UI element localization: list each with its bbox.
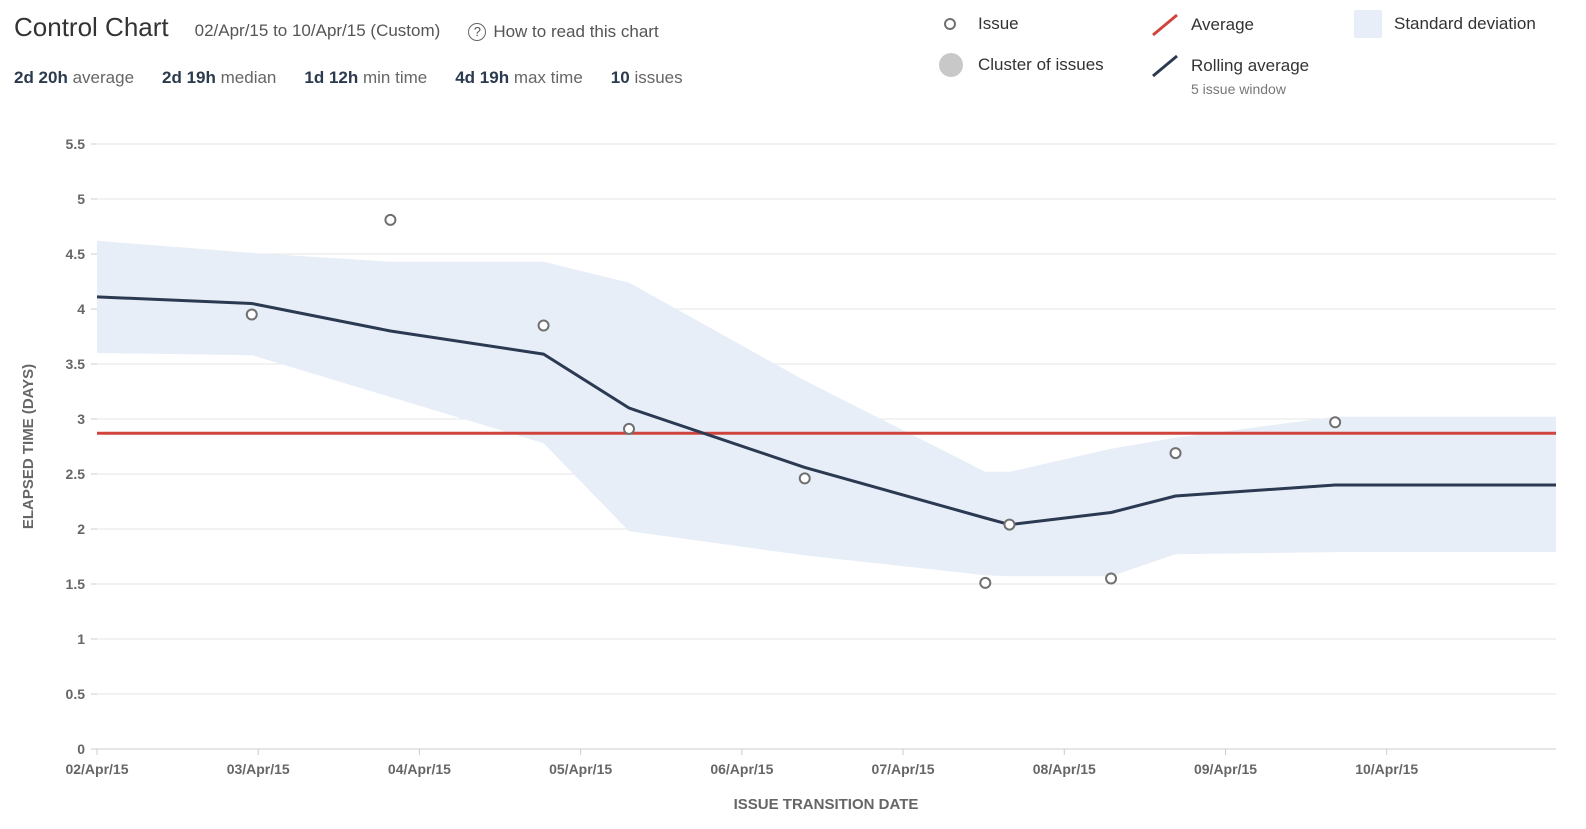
issue-point[interactable] bbox=[979, 576, 992, 589]
y-tick-label: 5 bbox=[77, 191, 85, 207]
rolling-average-line-icon bbox=[1152, 54, 1178, 78]
y-tick-label: 1 bbox=[77, 631, 85, 647]
issue-marker-icon bbox=[944, 18, 956, 30]
stat-min-time: 1d 12h min time bbox=[304, 68, 428, 87]
x-tick-label: 07/Apr/15 bbox=[872, 761, 935, 777]
stat-max-time: 4d 19h max time bbox=[455, 68, 583, 87]
legend-issue[interactable]: Issue bbox=[942, 14, 1019, 34]
standard-deviation-band bbox=[97, 240, 1556, 577]
question-circle-icon: ? bbox=[468, 23, 487, 41]
x-tick-label: 10/Apr/15 bbox=[1355, 761, 1418, 777]
stddev-swatch-icon bbox=[1354, 10, 1382, 38]
x-tick-label: 04/Apr/15 bbox=[388, 761, 451, 777]
help-link[interactable]: ? How to read this chart bbox=[468, 22, 659, 42]
legend-rolling-window: 5 issue window bbox=[1191, 81, 1286, 97]
y-tick-label: 3 bbox=[77, 411, 85, 427]
issue-point[interactable] bbox=[1169, 447, 1182, 460]
y-tick-label: 1.5 bbox=[66, 576, 86, 592]
x-tick-label: 05/Apr/15 bbox=[549, 761, 612, 777]
y-tick-label: 5.5 bbox=[66, 136, 86, 152]
x-tick-label: 06/Apr/15 bbox=[710, 761, 773, 777]
control-chart: 0 0.5 1 1.5 2 2.5 3 3.5 4 4.5 5 5.5 02/Apr/15 03/Apr/… bbox=[20, 136, 1556, 813]
y-tick-label: 4 bbox=[77, 301, 85, 317]
y-tick-label: 4.5 bbox=[66, 246, 86, 262]
legend-standard-deviation[interactable]: Standard deviation bbox=[1354, 10, 1536, 38]
date-range[interactable]: 02/Apr/15 to 10/Apr/15 (Custom) bbox=[194, 21, 441, 40]
y-axis-title: ELAPSED TIME (DAYS) bbox=[20, 364, 37, 529]
stat-issues: 10 issues bbox=[610, 68, 683, 87]
issue-point[interactable] bbox=[623, 422, 636, 435]
chart-legend: Issue Cluster of issues Average Rolling … bbox=[930, 10, 1570, 110]
cluster-marker-icon bbox=[939, 53, 963, 77]
issue-point[interactable] bbox=[798, 472, 811, 485]
stat-average: 2d 20h average bbox=[14, 68, 135, 87]
chart-header: Control Chart 02/Apr/15 to 10/Apr/15 (Cu… bbox=[14, 12, 659, 43]
x-tick-label: 02/Apr/15 bbox=[65, 761, 128, 777]
stat-median: 2d 19h median bbox=[162, 68, 277, 87]
y-tick-label: 2 bbox=[77, 521, 85, 537]
help-link-label: How to read this chart bbox=[493, 22, 659, 41]
legend-cluster[interactable]: Cluster of issues bbox=[938, 52, 1104, 78]
issue-point[interactable] bbox=[537, 319, 550, 332]
issue-point[interactable] bbox=[245, 308, 258, 321]
issue-point[interactable] bbox=[384, 213, 397, 226]
legend-rolling-average[interactable]: Rolling average bbox=[1150, 53, 1309, 79]
rolling-average-line bbox=[96, 295, 1556, 527]
y-tick-label: 3.5 bbox=[66, 356, 86, 372]
x-tick-label: 08/Apr/15 bbox=[1033, 761, 1096, 777]
stats-bar: 2d 20h average 2d 19h median 1d 12h min … bbox=[14, 68, 711, 88]
page-title: Control Chart bbox=[14, 12, 169, 42]
y-tick-label: 2.5 bbox=[66, 466, 86, 482]
y-tick-label: 0 bbox=[77, 741, 85, 757]
legend-average[interactable]: Average bbox=[1150, 12, 1254, 38]
y-tick-label: 0.5 bbox=[66, 686, 86, 702]
issue-point[interactable] bbox=[1329, 416, 1342, 429]
issue-point[interactable] bbox=[1105, 572, 1118, 585]
x-tick-label: 03/Apr/15 bbox=[227, 761, 290, 777]
average-line-icon bbox=[1152, 13, 1178, 37]
x-axis-title: ISSUE TRANSITION DATE bbox=[734, 796, 919, 813]
x-tick-label: 09/Apr/15 bbox=[1194, 761, 1257, 777]
issue-point[interactable] bbox=[1003, 518, 1016, 531]
